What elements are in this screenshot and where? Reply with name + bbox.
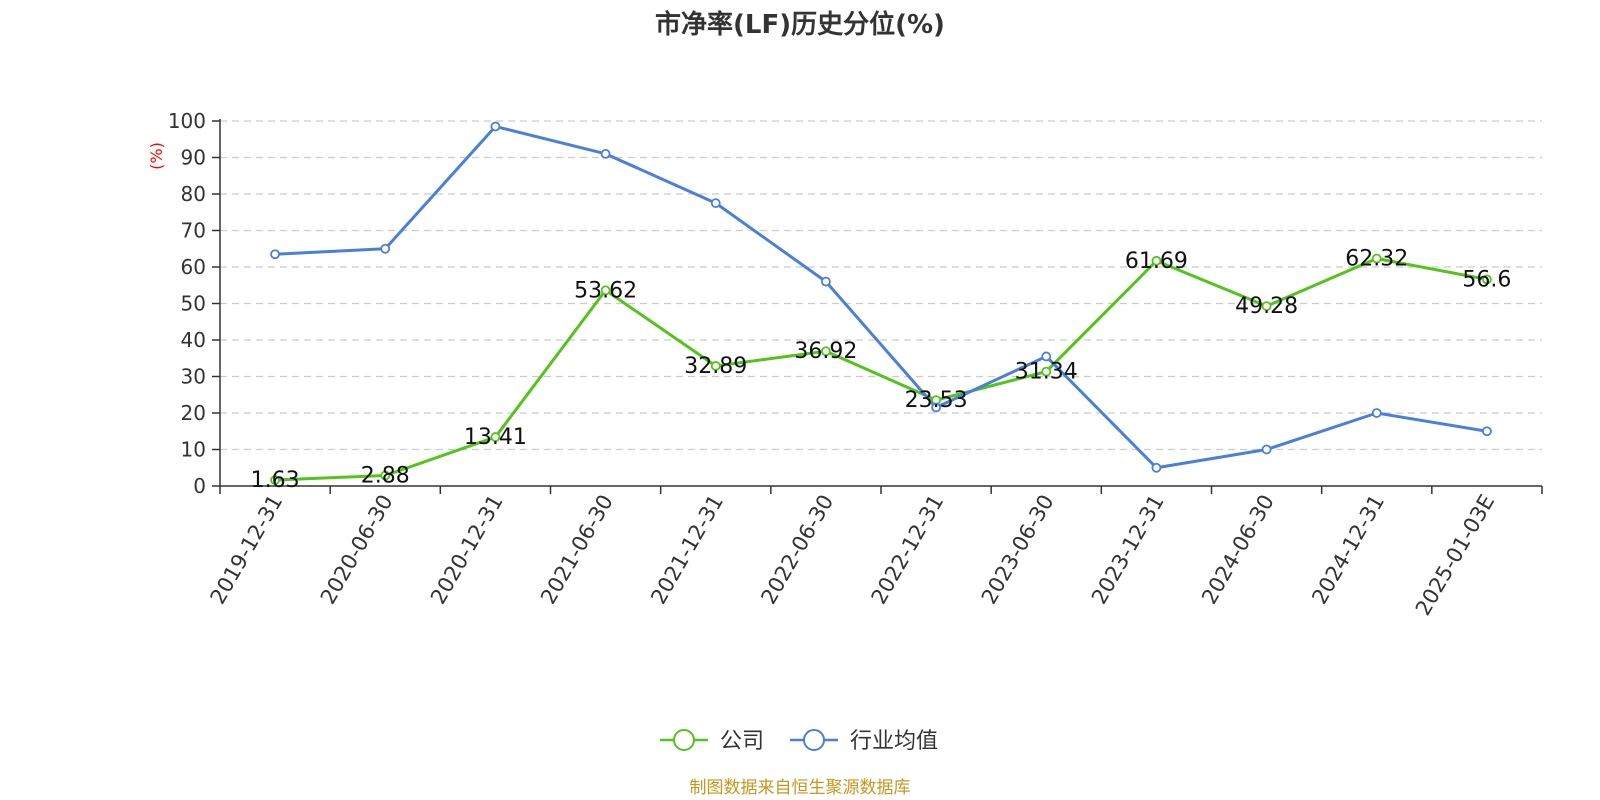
company-data-label: 13.41 bbox=[464, 425, 527, 450]
legend-company-label: 公司 bbox=[720, 729, 764, 754]
x-tick-label: 2019-12-31 bbox=[206, 491, 288, 609]
y-tick-label: 80 bbox=[181, 182, 206, 206]
industry-data-point[interactable] bbox=[490, 121, 501, 132]
legend-industry-marker bbox=[803, 729, 825, 751]
y-tick-label: 10 bbox=[181, 438, 206, 462]
company-data-point[interactable] bbox=[1371, 253, 1382, 264]
x-tick-label: 2021-12-31 bbox=[646, 491, 728, 609]
company-data-point[interactable] bbox=[380, 470, 391, 481]
y-tick-label: 100 bbox=[168, 109, 206, 133]
x-tick-label: 2020-12-31 bbox=[426, 491, 508, 609]
y-tick-label: 0 bbox=[193, 474, 206, 498]
company-data-point[interactable] bbox=[490, 432, 501, 442]
data-labels: 1.63 2.88 13.41 53.62 32.89 36.92 23.53 31.34 61… bbox=[251, 247, 1512, 494]
x-tick-label: 2023-06-30 bbox=[977, 491, 1059, 609]
company-data-label: 56.6 bbox=[1462, 267, 1511, 292]
x-tick-label: 2022-06-30 bbox=[756, 491, 838, 609]
x-tick-label: 2020-06-30 bbox=[316, 491, 398, 609]
company-data-label: 61.69 bbox=[1125, 249, 1188, 274]
x-tick-label: 2024-12-31 bbox=[1307, 491, 1389, 609]
industry-data-point[interactable] bbox=[1261, 444, 1272, 455]
industry-data-point[interactable] bbox=[1482, 426, 1492, 437]
y-tick-label: 60 bbox=[181, 255, 206, 279]
company-data-label: 31.34 bbox=[1015, 360, 1078, 385]
industry-data-point[interactable] bbox=[1041, 351, 1052, 362]
company-data-point[interactable] bbox=[600, 285, 611, 296]
industry-data-point[interactable] bbox=[931, 402, 941, 413]
legend-company-marker bbox=[673, 729, 695, 751]
industry-data-point[interactable] bbox=[1371, 408, 1382, 418]
x-tick-label: 2023-12-31 bbox=[1087, 491, 1169, 609]
source-note: 制图数据来自恒生聚源数据库 bbox=[690, 778, 911, 798]
legend: 公司 行业均值 bbox=[660, 729, 938, 754]
company-data-label: 53.62 bbox=[574, 278, 637, 303]
industry-data-point[interactable] bbox=[821, 276, 831, 287]
company-data-label: 36.92 bbox=[794, 339, 857, 364]
company-data-label: 62.32 bbox=[1345, 247, 1408, 272]
series-layer bbox=[270, 121, 1492, 485]
x-tick-label: 2022-12-31 bbox=[867, 491, 949, 609]
gridlines bbox=[220, 120, 1542, 451]
y-tick-label: 30 bbox=[181, 365, 206, 389]
industry-series-line bbox=[275, 124, 1488, 470]
y-tick-label: 40 bbox=[181, 328, 206, 352]
legend-item-company[interactable]: 公司 bbox=[660, 729, 764, 754]
company-data-point[interactable] bbox=[1482, 274, 1492, 285]
y-tick-label: 50 bbox=[181, 292, 206, 316]
y-tick-label: 90 bbox=[181, 146, 206, 170]
chart-title: 市净率(LF)历史分位(%) bbox=[655, 9, 945, 40]
company-data-point[interactable] bbox=[1151, 255, 1162, 266]
company-data-label: 23.53 bbox=[905, 388, 968, 413]
x-tick-label: 2021-06-30 bbox=[536, 491, 618, 609]
company-data-point[interactable] bbox=[821, 346, 831, 357]
industry-data-point[interactable] bbox=[1151, 462, 1162, 473]
industry-data-point[interactable] bbox=[270, 249, 280, 260]
x-tick-label: 2025-01-03E bbox=[1411, 491, 1499, 620]
company-data-label: 49.28 bbox=[1235, 294, 1298, 319]
legend-item-industry-average[interactable]: 行业均值 bbox=[790, 729, 938, 754]
company-data-label: 1.63 bbox=[251, 468, 300, 493]
company-data-point[interactable] bbox=[710, 361, 721, 371]
legend-industry-label: 行业均值 bbox=[850, 729, 938, 754]
y-axis-unit-label: (%) bbox=[147, 142, 166, 170]
industry-data-point[interactable] bbox=[710, 198, 721, 209]
y-tick-label: 20 bbox=[181, 401, 206, 425]
y-tick-label: 70 bbox=[181, 219, 206, 243]
x-tick-label: 2024-06-30 bbox=[1197, 491, 1279, 609]
company-data-point[interactable] bbox=[1261, 301, 1272, 312]
industry-data-point[interactable] bbox=[600, 148, 611, 159]
company-data-point[interactable] bbox=[270, 475, 280, 485]
company-series-line bbox=[275, 257, 1488, 482]
company-data-label: 2.88 bbox=[361, 463, 410, 488]
company-data-label: 32.89 bbox=[684, 354, 747, 379]
industry-data-point[interactable] bbox=[380, 243, 391, 254]
company-data-point[interactable] bbox=[1041, 366, 1052, 377]
